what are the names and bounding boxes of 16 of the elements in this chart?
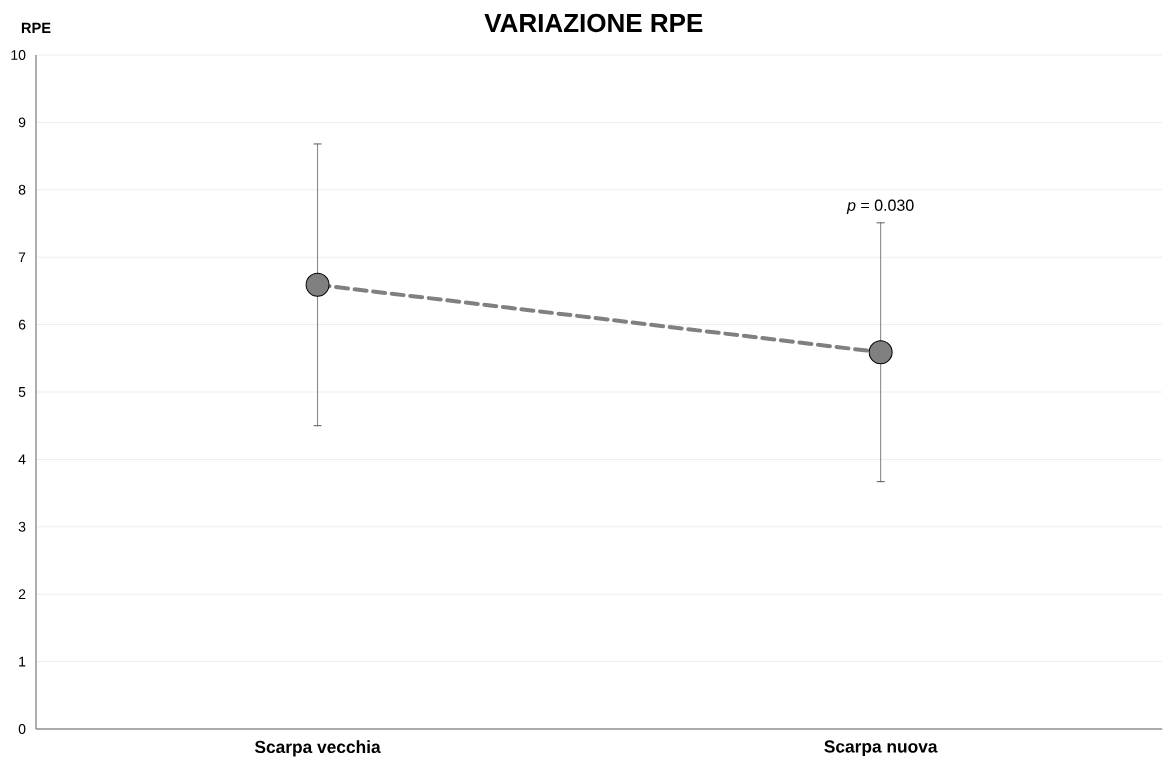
y-tick-label: 7 (18, 252, 26, 262)
x-tick-label: Scarpa vecchia (254, 740, 381, 757)
y-tick-label: 3 (18, 521, 26, 532)
y-tick-label: 5 (18, 387, 26, 397)
x-tick-label: Scarpa nuova (824, 740, 938, 757)
y-tick-label: 4 (18, 454, 26, 465)
y-axis-title: RPE (21, 22, 51, 33)
y-tick-label: 1 (19, 656, 26, 667)
y-tick-label: 2 (18, 589, 26, 600)
annotation: p = 0.030 (846, 199, 914, 215)
chart-title: VARIAZIONE RPE (484, 13, 703, 33)
y-tick-label: 9 (18, 117, 26, 128)
y-tick-label: 0 (18, 724, 26, 734)
y-tick-label: 6 (18, 319, 26, 330)
y-tick-label: 8 (18, 184, 26, 195)
y-tick-label: 10 (11, 50, 26, 60)
